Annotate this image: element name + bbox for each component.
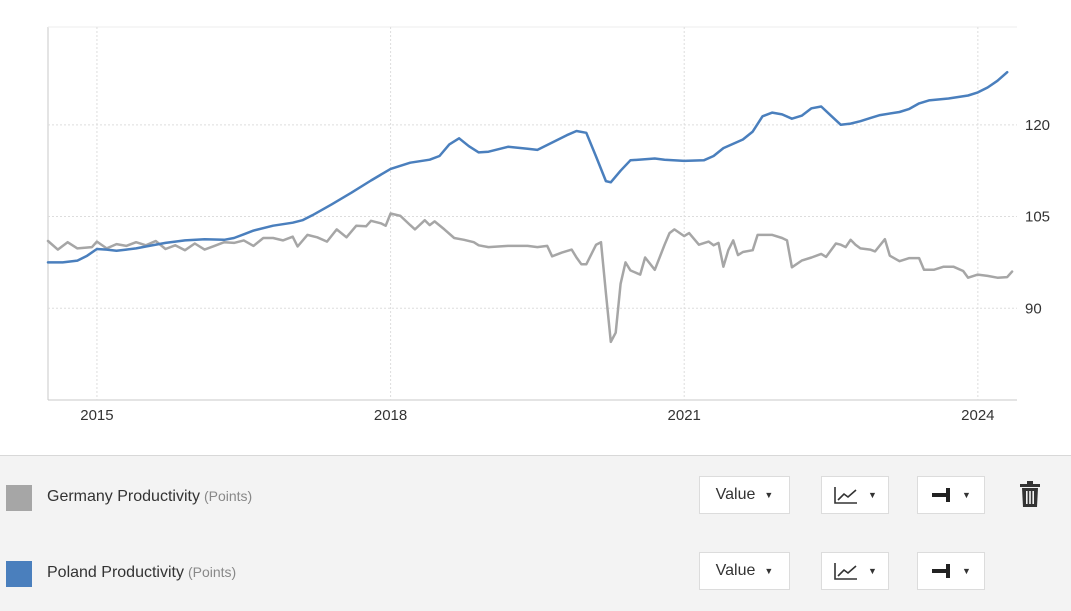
line-chart-icon	[834, 563, 858, 580]
x-tick-label: 2015	[80, 407, 113, 424]
series-line-poland-productivity	[46, 70, 1009, 264]
series-color-swatch[interactable]	[6, 561, 32, 587]
axis-select[interactable]: ▼	[917, 552, 985, 590]
chart-type-select[interactable]: ▼	[821, 476, 889, 514]
value-select-label: Value	[715, 562, 756, 579]
x-tick-label: 2018	[374, 407, 407, 424]
right-axis-icon	[932, 564, 951, 578]
series-label: Poland Productivity (Points)	[47, 564, 236, 582]
caret-down-icon: ▼	[868, 490, 877, 500]
series-unit: (Points)	[187, 564, 237, 580]
line-chart-icon	[834, 487, 858, 504]
series-line-germany-productivity	[46, 212, 1014, 344]
value-select-label: Value	[715, 486, 756, 503]
caret-down-icon: ▼	[962, 490, 971, 500]
series-unit: (Points)	[203, 488, 253, 504]
value-select[interactable]: Value ▼	[699, 552, 790, 590]
series-name: Germany Productivity	[47, 488, 200, 505]
caret-down-icon: ▼	[868, 566, 877, 576]
axis-select[interactable]: ▼	[917, 476, 985, 514]
series-name: Poland Productivity	[47, 564, 184, 581]
caret-down-icon: ▼	[962, 566, 971, 576]
legend-panel: Germany Productivity (Points) Value ▼ ▼ ▼ …	[0, 455, 1071, 611]
legend-row-germany: Germany Productivity (Points) Value ▼ ▼ ▼	[0, 476, 1071, 520]
caret-down-icon: ▼	[764, 490, 774, 500]
right-axis-icon	[932, 488, 951, 502]
chart-type-select[interactable]: ▼	[821, 552, 889, 590]
trash-icon[interactable]	[1019, 481, 1041, 507]
x-tick-label: 2021	[668, 407, 701, 424]
value-select[interactable]: Value ▼	[699, 476, 790, 514]
legend-row-poland: Poland Productivity (Points) Value ▼ ▼ ▼	[0, 552, 1071, 596]
x-tick-label: 2024	[961, 407, 994, 424]
y-tick-label: 105	[1025, 209, 1050, 226]
series-label: Germany Productivity (Points)	[47, 488, 252, 506]
caret-down-icon: ▼	[764, 566, 774, 576]
chart-area: 90 105 120 2015 2018 2021 2024	[46, 26, 1051, 424]
y-tick-label: 120	[1025, 117, 1050, 134]
y-tick-label: 90	[1025, 300, 1042, 317]
line-chart: 90 105 120 2015 2018 2021 2024	[46, 26, 1050, 424]
series-color-swatch[interactable]	[6, 485, 32, 511]
